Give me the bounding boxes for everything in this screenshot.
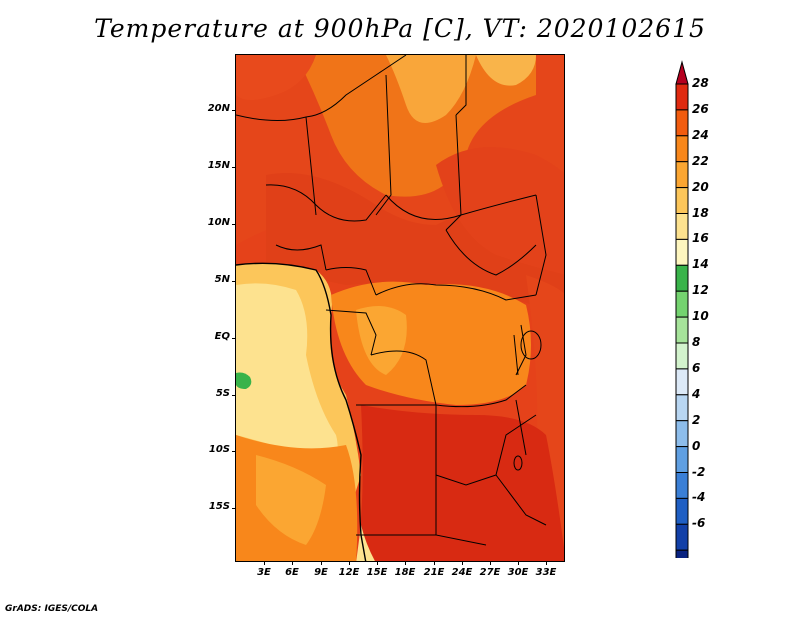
lon-label: 6E: [285, 567, 299, 578]
lat-label: 15S: [208, 501, 230, 512]
lat-label: 10S: [208, 444, 230, 455]
lon-label: 18E: [394, 567, 416, 578]
lon-tick: [377, 561, 378, 565]
lat-label: 15N: [207, 160, 230, 171]
colorbar-segment: [675, 135, 689, 163]
lon-tick: [264, 561, 265, 565]
colorbar-segment: [675, 264, 689, 292]
lat-label: EQ: [214, 331, 230, 342]
lat-label: 20N: [207, 103, 230, 114]
lat-label: 5S: [215, 388, 230, 399]
credit-text: GrADS: IGES/COLA: [5, 604, 99, 614]
zone-gabon: [356, 306, 407, 375]
colorbar-segment: [675, 187, 689, 215]
temperature-map: [235, 54, 565, 562]
colorbar-segment: [675, 316, 689, 344]
zone-atlantic-light: [236, 283, 338, 465]
colorbar-segment: [675, 523, 689, 551]
colorbar-segment: [675, 238, 689, 266]
colorbar-label: -6: [692, 516, 706, 531]
lon-label: 30E: [507, 567, 529, 578]
colorbar-label: 14: [692, 257, 709, 272]
lon-label: 33E: [535, 567, 557, 578]
lat-tick: [232, 110, 236, 111]
lat-tick: [232, 395, 236, 396]
zone-sahara-yellow: [386, 55, 476, 123]
lon-tick: [434, 561, 435, 565]
colorbar-label: 12: [692, 283, 709, 298]
colorbar-label: 20: [692, 179, 709, 194]
chart-title: Temperature at 900hPa [C], VT: 202010261…: [94, 14, 706, 43]
colorbar-label: 8: [692, 335, 701, 349]
colorbar-segment: [675, 497, 689, 525]
lat-tick: [232, 167, 236, 168]
lon-tick: [292, 561, 293, 565]
lon-tick: [321, 561, 322, 565]
lon-label: 27E: [479, 567, 501, 578]
zone-northwest: [236, 55, 316, 100]
colorbar-label: -4: [692, 490, 706, 505]
colorbar-segment: [675, 83, 689, 111]
lon-tick: [462, 561, 463, 565]
lon-label: 15E: [366, 567, 388, 578]
colorbar-segment: [675, 161, 689, 189]
lon-tick: [349, 561, 350, 565]
colorbar-label: 28: [692, 76, 709, 90]
colorbar-segment: [675, 472, 689, 499]
lat-tick: [232, 281, 236, 282]
colorbar: [675, 60, 689, 558]
colorbar-segment: [675, 368, 689, 396]
colorbar-label: 0: [692, 438, 701, 453]
colorbar-segment: [675, 394, 689, 422]
colorbar-segment: [675, 420, 689, 448]
colorbar-top-arrow: [675, 60, 689, 85]
colorbar-label: 16: [692, 231, 709, 246]
lon-label: 12E: [338, 567, 360, 578]
colorbar-label: 18: [692, 205, 709, 220]
colorbar-label: -2: [692, 464, 706, 479]
zone-green-spot: [236, 372, 252, 389]
colorbar-label: 26: [692, 101, 709, 116]
lat-label: 5N: [214, 274, 230, 285]
lon-label: 24E: [451, 567, 473, 578]
lon-tick: [546, 561, 547, 565]
zone-sahara-orange: [296, 55, 536, 197]
lat-label: 10N: [207, 217, 230, 228]
lon-tick: [490, 561, 491, 565]
lat-tick: [232, 224, 236, 225]
colorbar-segment: [675, 290, 689, 318]
zone-sudan: [436, 147, 564, 275]
colorbar-segment: [675, 446, 689, 474]
temperature-field: [236, 55, 564, 561]
colorbar-segment: [675, 549, 689, 558]
coastline: [236, 262, 367, 561]
colorbar-label: 6: [692, 360, 701, 375]
colorbar-label: 4: [692, 386, 701, 401]
colorbar-label: 10: [692, 309, 709, 324]
colorbar-segment: [675, 213, 689, 240]
lakes: [513, 330, 542, 471]
zone-northeast-yellow: [476, 55, 536, 86]
colorbar-segment: [675, 342, 689, 370]
lat-tick: [232, 338, 236, 339]
colorbar-label: 24: [692, 127, 709, 142]
lon-label: 9E: [314, 567, 328, 578]
lon-label: 21E: [423, 567, 445, 578]
lat-tick: [232, 508, 236, 509]
zone-angola-coast: [256, 455, 326, 545]
lon-tick: [518, 561, 519, 565]
country-borders: [236, 55, 547, 546]
colorbar-segment: [675, 109, 689, 137]
lat-tick: [232, 451, 236, 452]
colorbar-label: 22: [692, 153, 709, 168]
colorbar-label: 2: [692, 412, 701, 427]
lon-tick: [405, 561, 406, 565]
lon-label: 3E: [257, 567, 271, 578]
